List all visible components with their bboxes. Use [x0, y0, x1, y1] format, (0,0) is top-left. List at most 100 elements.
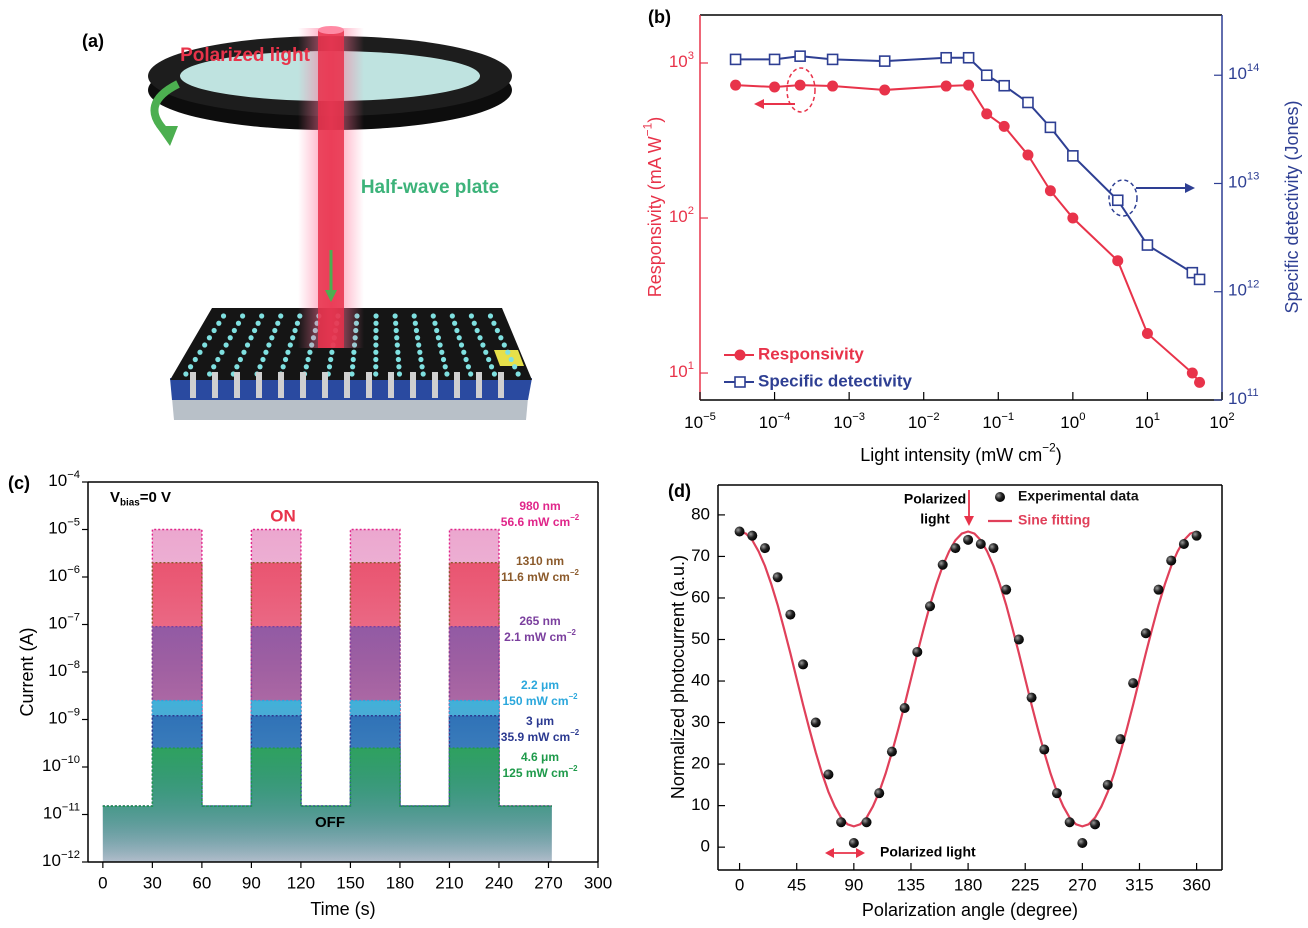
y-tick-label-part: 10: [48, 566, 67, 585]
nanowire-tip: [272, 327, 278, 334]
data-point: [1090, 819, 1101, 830]
x-tick-label: 90: [844, 875, 863, 894]
series-label: 4.6 μm: [521, 750, 559, 764]
y-tick-label: 40: [691, 671, 710, 690]
nanowire-tip: [373, 356, 379, 363]
y-tick-label-part: 10: [48, 471, 67, 490]
nanowire-tip: [416, 342, 422, 348]
x-tick-label: 101: [1135, 411, 1160, 433]
nanowire-tip: [373, 371, 379, 377]
data-point: [1178, 538, 1189, 549]
nanowire-tip: [474, 327, 480, 334]
data-point: [1141, 239, 1154, 251]
y-tick-label-part: 10: [669, 363, 688, 382]
x-tick-label: 0: [98, 873, 107, 892]
series-power: 11.6 mW cm−2: [501, 568, 579, 584]
x-tick-label-part: 10: [833, 413, 852, 432]
x-axis-label-part: ): [1056, 445, 1062, 465]
nanowire-tip: [223, 342, 229, 348]
y2-tick-label-part: 10: [1228, 65, 1247, 84]
x-tick-label: 120: [287, 873, 315, 892]
data-point: [1166, 555, 1177, 566]
nanowire-tip: [435, 335, 441, 341]
nanowire-tip: [206, 335, 213, 341]
annotation: Vbias=0 V: [110, 489, 171, 508]
series-label: 980 nm: [519, 499, 560, 513]
x-tick-label: 30: [143, 873, 162, 892]
x-tick-label-part: 10: [1060, 413, 1079, 432]
data-point: [798, 659, 809, 670]
annotation-part: V: [110, 489, 120, 506]
y-tick-label: 0: [701, 837, 710, 856]
annotation-part: =0 V: [140, 489, 171, 506]
y-tick-label: 10−4: [48, 469, 80, 491]
data-point: [1194, 376, 1206, 388]
nanowire-tip: [183, 371, 189, 377]
x-tick-label-part: 10: [1135, 413, 1154, 432]
nanowire-tip: [394, 342, 400, 348]
data-point: [950, 543, 961, 554]
data-point: [940, 51, 952, 64]
x-tick-label: 60: [192, 873, 211, 892]
nanowire-tip: [216, 320, 222, 326]
data-point: [730, 79, 742, 91]
axis-arrowhead: [754, 99, 764, 109]
x-axis-label: Polarization angle (degree): [862, 900, 1078, 920]
x-axis-label-part: −2: [1042, 441, 1056, 455]
y-tick-label: 50: [691, 629, 710, 648]
nanowire-tip: [275, 320, 281, 326]
data-point: [963, 534, 974, 545]
x-tick-label: 240: [485, 873, 513, 892]
nanowire-tip: [305, 356, 311, 363]
legend-label: Responsivity: [758, 344, 864, 363]
beam-label: Polarized light: [180, 45, 311, 66]
nanowire-pillar: [476, 372, 482, 398]
nanowire-tip: [505, 349, 511, 355]
beam-top: [318, 26, 344, 34]
b-annotations: [754, 67, 1195, 217]
nanowire-tip: [413, 327, 420, 334]
data-point: [769, 81, 781, 93]
nanowire-tip: [373, 327, 379, 334]
annotation: Polarized light: [880, 844, 976, 860]
nanowire-tip: [512, 364, 518, 370]
data-point: [962, 51, 975, 64]
y-tick-label-part: −8: [67, 659, 80, 671]
nanowire-tip: [434, 327, 440, 334]
nanowire-tip: [373, 335, 379, 341]
y-tick-label: 10−10: [42, 754, 80, 776]
x-tick-label: 210: [435, 873, 463, 892]
annotation: Polarized: [904, 491, 966, 507]
nanowire-tip: [508, 356, 514, 363]
nanowire-tip: [463, 356, 469, 363]
nanowire-tip: [432, 320, 438, 326]
y-axis-label-part: −1: [641, 122, 655, 136]
data-point: [1111, 194, 1124, 207]
nanowire-pillar: [388, 372, 394, 398]
nanowire-pillar: [366, 372, 372, 398]
data-point: [988, 543, 999, 554]
data-point: [785, 609, 796, 620]
x-tick-label: 150: [336, 873, 364, 892]
x-tick-label-part: 10: [982, 413, 1001, 432]
y-axis-label: Responsivity (mA W−1): [641, 117, 665, 298]
data-point: [827, 80, 839, 92]
y-tick-label-part: 10: [48, 709, 67, 728]
data-point: [879, 84, 891, 96]
nanowire-tip: [418, 356, 424, 363]
nanowire-pillar: [454, 372, 460, 398]
data-point: [836, 817, 847, 828]
nanowire-pillar: [212, 372, 218, 398]
y-tick-label: 10−6: [48, 564, 80, 586]
nanowire-tip: [411, 313, 417, 319]
nanowire-tip: [244, 342, 251, 348]
data-point: [1044, 185, 1056, 197]
nanowire-pillar: [498, 372, 504, 398]
x-tick-label: 45: [787, 875, 806, 894]
data-point: [1115, 734, 1126, 745]
data-point: [1141, 327, 1153, 339]
y2-tick-label-part: 10: [1228, 281, 1247, 300]
data-point: [899, 703, 910, 714]
